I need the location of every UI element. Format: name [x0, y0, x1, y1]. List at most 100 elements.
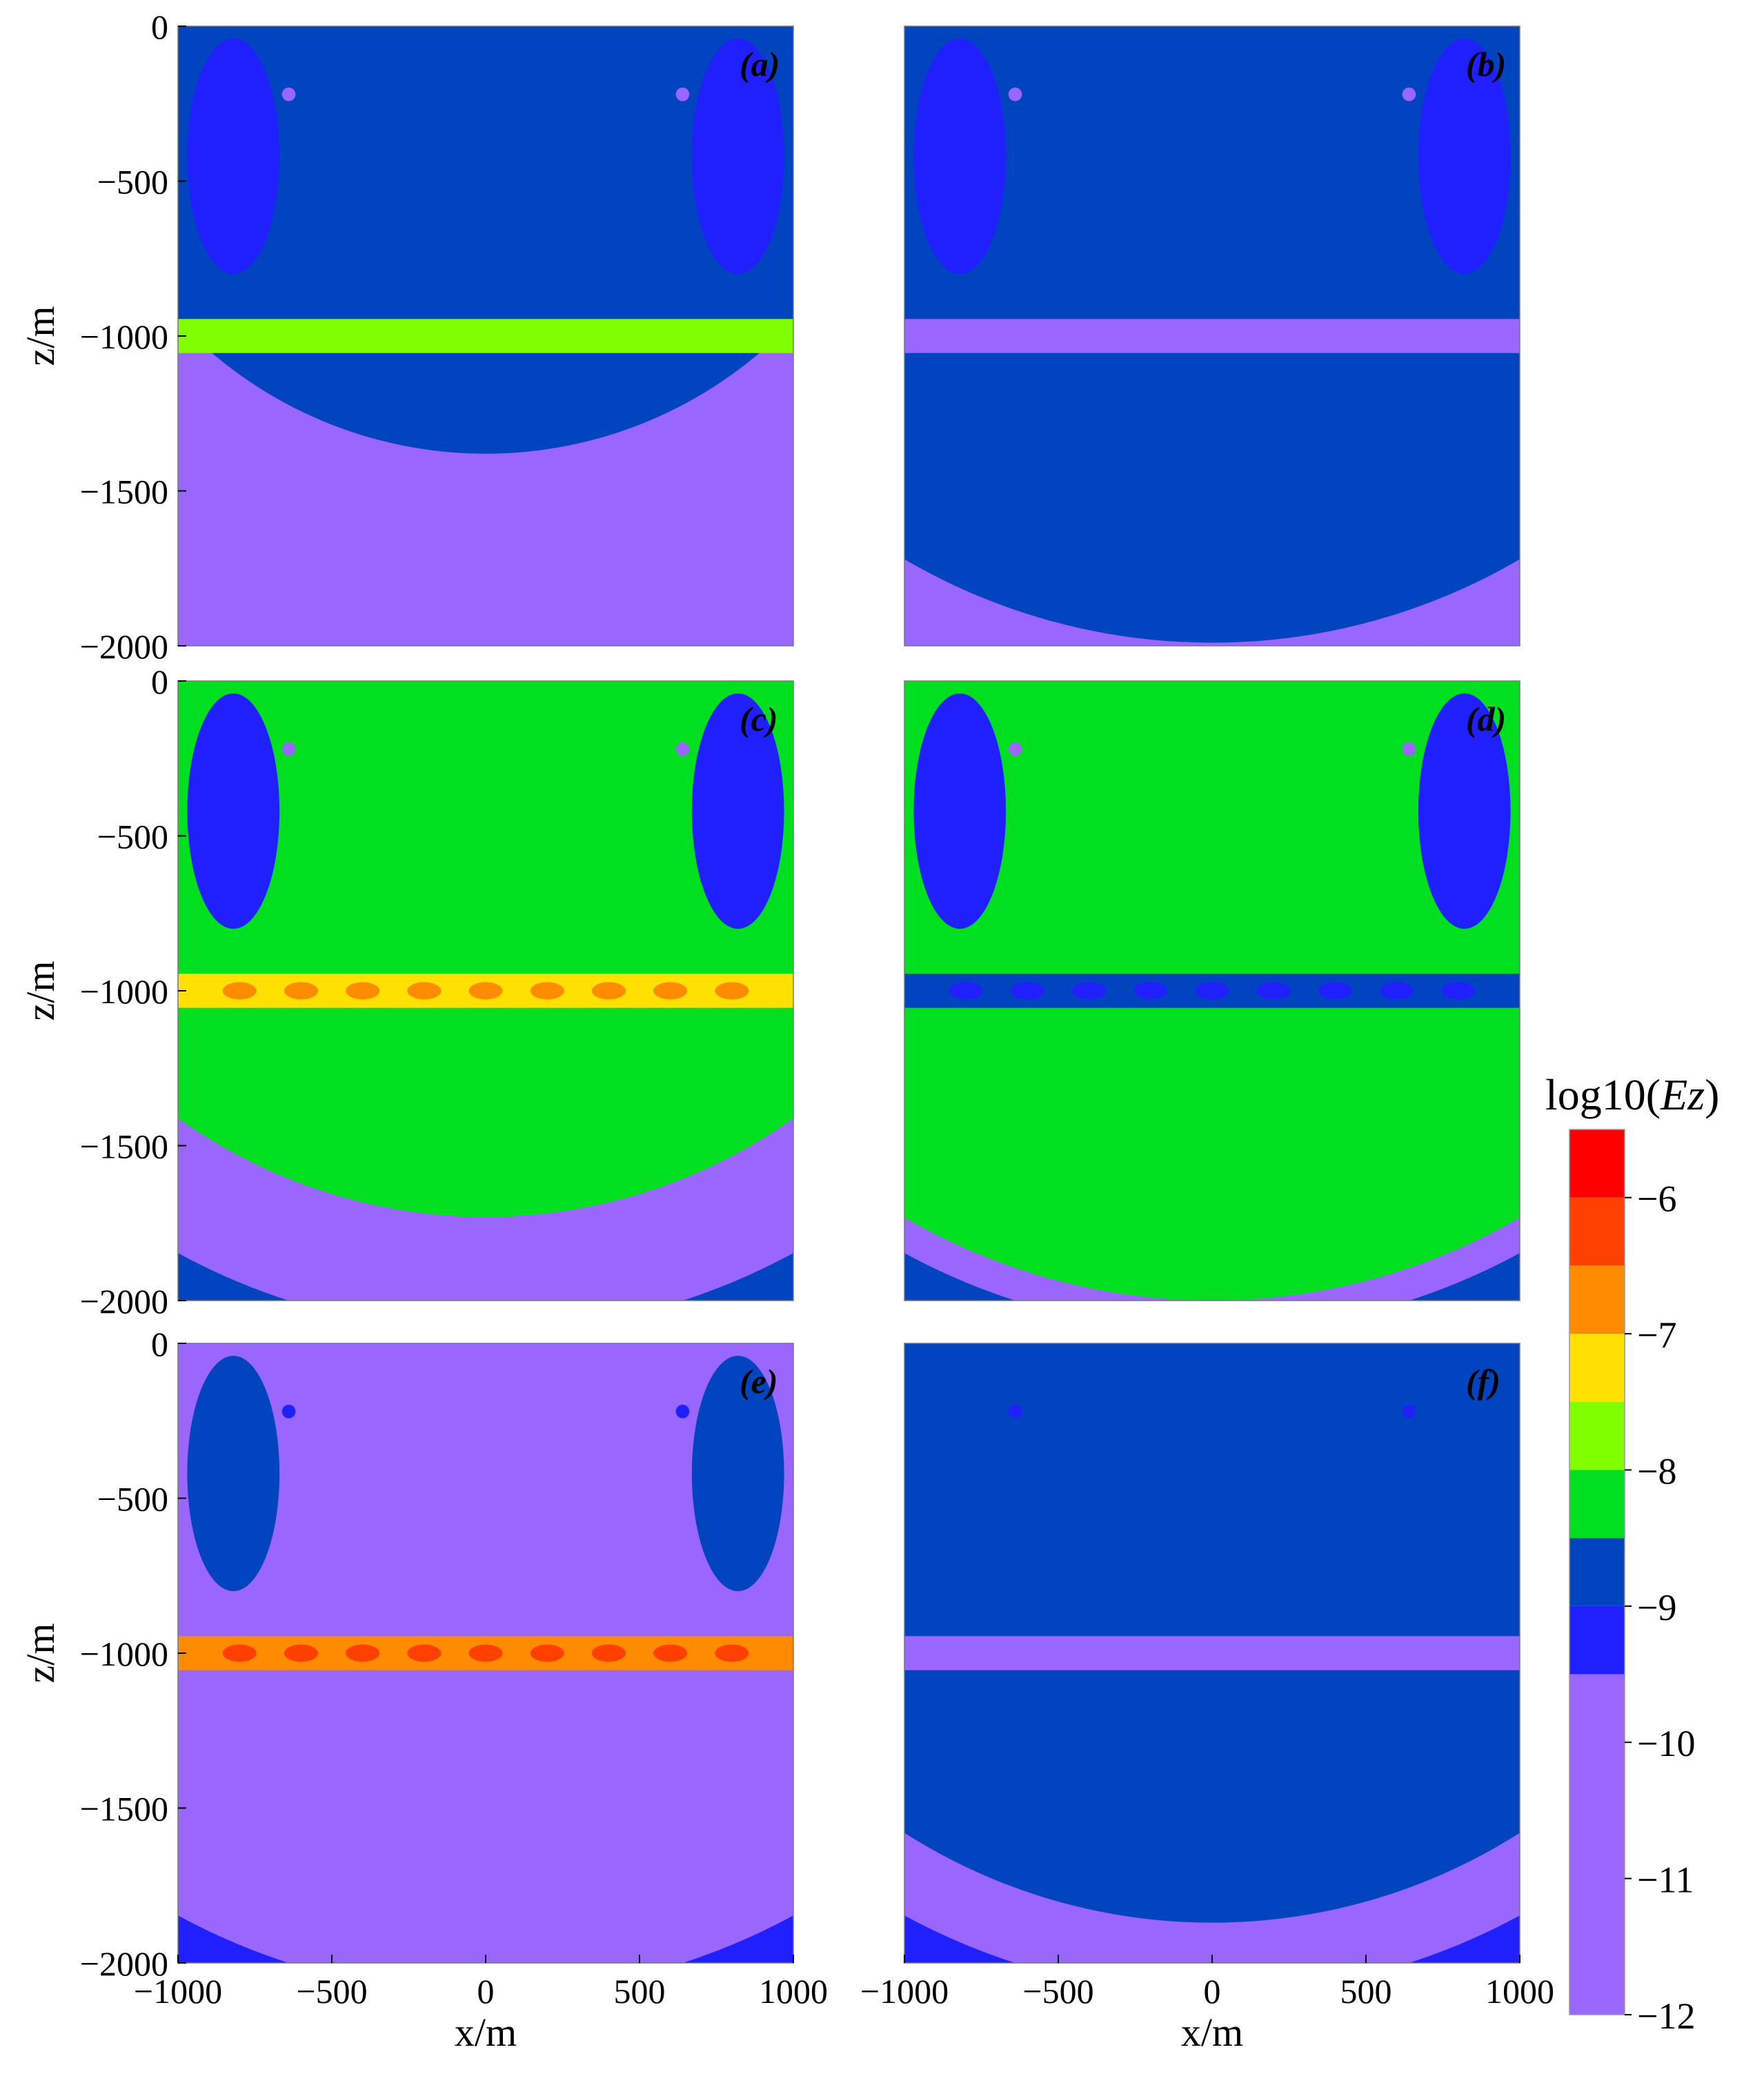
layer-blob: [1380, 327, 1414, 345]
y-axis-label: z/m: [18, 1623, 63, 1684]
layer-blob: [222, 1644, 257, 1662]
side-lobe-core: [1008, 1404, 1022, 1419]
layer-blob: [407, 982, 442, 1000]
layer-blob: [591, 1644, 626, 1662]
y-tick-label: 0: [151, 8, 168, 46]
side-lobe-core: [675, 1404, 690, 1419]
colorbar-level: [1569, 1334, 1625, 1402]
x-tick-label: 0: [477, 1972, 495, 2011]
colorbar-level: [1569, 1606, 1625, 1675]
panel-frame: [904, 680, 1520, 1301]
layer-blob: [653, 982, 688, 1000]
y-tick-label: −500: [97, 163, 168, 201]
layer-blob: [346, 327, 380, 345]
panel-label: (a): [740, 45, 780, 83]
layer-blob: [591, 327, 626, 345]
y-tick-label: 0: [151, 662, 168, 701]
panel-label: (e): [740, 1362, 778, 1401]
panel-label: (c): [740, 700, 778, 738]
side-lobe-core: [281, 742, 296, 756]
plot-area: [904, 1343, 1520, 1963]
x-tick-label: 0: [1204, 1972, 1221, 2011]
side-lobe-core: [1008, 87, 1022, 101]
side-lobe-core: [281, 87, 296, 101]
layer-blob: [1256, 327, 1291, 345]
layer-blob: [222, 982, 257, 1000]
layer-blob: [715, 327, 749, 345]
panel-c: (c) 0 −500 −1000 −1500 −2000 z/m: [18, 662, 794, 1321]
layer-blob: [1133, 982, 1168, 1000]
colorbar-tick-label: −12: [1637, 1995, 1695, 2037]
y-tick-label: −1000: [80, 317, 168, 356]
layer-blob: [1133, 327, 1168, 345]
colorbar-level: [1569, 1401, 1625, 1470]
layer-blob: [949, 327, 983, 345]
layer-blob: [284, 982, 318, 1000]
side-lobe-core: [675, 742, 690, 756]
colorbar-title-prefix: log10(: [1545, 1070, 1661, 1119]
side-lobe: [913, 38, 1007, 275]
deep-zone: [904, 1343, 1520, 1923]
layer-blob: [1072, 1644, 1107, 1662]
layer-blob: [591, 982, 626, 1000]
layer-blob: [346, 1644, 380, 1662]
layer-blob: [1318, 982, 1352, 1000]
x-tick-label: −1000: [860, 1972, 949, 2011]
layer-blob: [949, 982, 983, 1000]
layer-blob: [1010, 982, 1044, 1000]
x-axis-label: x/m: [1181, 2010, 1243, 2055]
colorbar: log10(Ez) −6 −7 −8 −9 −10 −11 −12: [1545, 1070, 1719, 2037]
side-lobe: [1418, 1355, 1511, 1592]
side-lobe: [1418, 693, 1511, 929]
y-tick-label: −1500: [80, 1790, 168, 1828]
x-tick-label: 500: [1340, 1972, 1392, 2011]
panel-b: (b): [904, 26, 1520, 646]
panel-f: (f) −1000 −500 0 500 1000 x/m: [860, 1343, 1554, 2055]
layer-blob: [468, 327, 503, 345]
y-tick-label: −2000: [80, 1282, 168, 1321]
side-lobe: [691, 38, 784, 275]
x-tick-label: 500: [614, 1972, 666, 2011]
layer-blob: [1380, 1644, 1414, 1662]
layer-blob: [1195, 982, 1229, 1000]
colorbar-title: log10(Ez): [1545, 1070, 1719, 1119]
colorbar-frame: [1569, 1129, 1625, 2015]
colorbar-level: [1569, 1538, 1625, 1606]
layer-blob: [1010, 1644, 1044, 1662]
layer-blob: [1441, 982, 1476, 1000]
side-lobe: [691, 693, 784, 929]
side-lobe-core: [281, 1404, 296, 1419]
side-lobe-core: [1008, 742, 1022, 756]
y-tick-label: −500: [97, 1480, 168, 1519]
panel-a: (a) 0 −500 −1000 −1500 −2000 z/m: [18, 8, 794, 666]
panel-frame: [904, 26, 1520, 646]
y-tick-label: −1500: [80, 473, 168, 511]
layer-blob: [1072, 982, 1107, 1000]
layer-blob: [1133, 1644, 1168, 1662]
colorbar-title-variable: Ez: [1660, 1070, 1705, 1119]
panel-d: (d): [904, 680, 1520, 1301]
colorbar-tick-label: −9: [1637, 1587, 1676, 1628]
colorbar-tick-label: −7: [1637, 1314, 1676, 1356]
x-tick-label: −500: [1022, 1972, 1093, 2011]
colorbar-level: [1569, 1197, 1625, 1266]
layer-blob: [715, 982, 749, 1000]
y-tick-label: −1500: [80, 1127, 168, 1166]
colorbar-tick-label: −10: [1637, 1723, 1695, 1764]
y-tick-label: −2000: [80, 1944, 168, 1983]
side-lobe: [913, 693, 1007, 929]
side-lobe: [187, 693, 280, 929]
layer-blob: [1380, 982, 1414, 1000]
side-lobe: [913, 1355, 1007, 1592]
y-axis-label: z/m: [18, 306, 63, 366]
layer-blob: [1318, 327, 1352, 345]
y-tick-label: −500: [97, 818, 168, 856]
colorbar-tick-label: −11: [1637, 1859, 1694, 1901]
panel-label: (b): [1466, 45, 1506, 83]
layer-blob: [468, 1644, 503, 1662]
panel-e: (e) 0 −500 −1000 −1500 −2000 z/m −1000 −500 0 500 1…: [18, 1325, 828, 2055]
y-tick-label: −2000: [80, 627, 168, 666]
layer-blob: [468, 982, 503, 1000]
side-lobe: [1418, 38, 1511, 275]
